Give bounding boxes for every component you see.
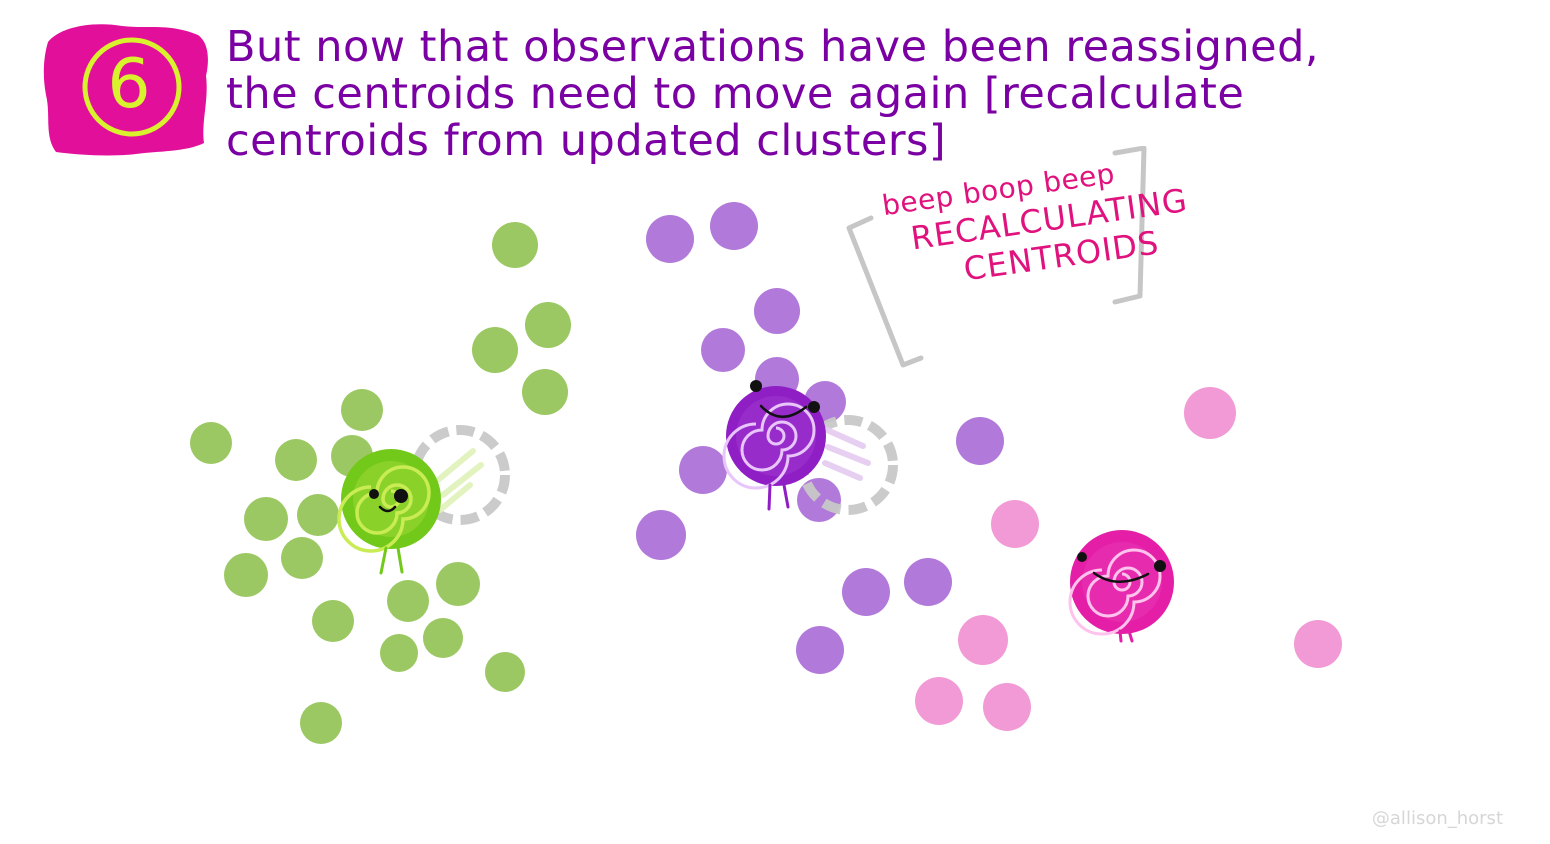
heading-line-2: the centroids need to move again [recalc… bbox=[226, 69, 1245, 119]
green-observation-point bbox=[423, 618, 463, 658]
green-observation-point bbox=[297, 494, 339, 536]
purple-observation-point bbox=[646, 215, 694, 263]
heading-line-1: But now that observations have been reas… bbox=[226, 22, 1320, 72]
pink-observation-point bbox=[983, 683, 1031, 731]
pink-observation-point bbox=[1184, 387, 1236, 439]
green-observation-point bbox=[492, 222, 538, 268]
green-motion-lines bbox=[435, 448, 484, 513]
green-observation-point bbox=[275, 439, 317, 481]
green-observation-point bbox=[244, 497, 288, 541]
green-observation-point bbox=[380, 634, 418, 672]
artist-credit: @allison_horst bbox=[1371, 808, 1503, 829]
purple-centroid bbox=[722, 380, 826, 511]
green-observation-point bbox=[312, 600, 354, 642]
left-leg-icon bbox=[767, 483, 772, 511]
smile-icon bbox=[759, 404, 808, 418]
step-number-label: 6 bbox=[107, 45, 151, 124]
green-centroid bbox=[337, 449, 441, 575]
purple-observation-point bbox=[904, 558, 952, 606]
purple-observation-point bbox=[796, 626, 844, 674]
purple-observation-point bbox=[797, 478, 841, 522]
purple-observation-point bbox=[956, 417, 1004, 465]
pink-centroid bbox=[1068, 530, 1174, 643]
green-observation-point bbox=[300, 702, 342, 744]
left-leg-icon bbox=[379, 546, 388, 575]
pink-cluster bbox=[915, 387, 1342, 731]
spiral-icon bbox=[722, 402, 816, 490]
step-heading: But now that observations have been reas… bbox=[226, 22, 1320, 166]
green-observation-point bbox=[224, 553, 268, 597]
pink-observation-point bbox=[1294, 620, 1342, 668]
smile-icon bbox=[1092, 571, 1150, 583]
green-observation-point bbox=[341, 389, 383, 431]
green-observation-point bbox=[525, 302, 571, 348]
green-observation-point bbox=[522, 369, 568, 415]
eye-icon bbox=[369, 489, 379, 499]
purple-motion-lines bbox=[822, 427, 871, 481]
right-leg-icon bbox=[1127, 629, 1134, 643]
green-observation-point bbox=[472, 327, 518, 373]
heading-line-3: centroids from updated clusters] bbox=[226, 116, 947, 166]
smile-icon bbox=[378, 505, 397, 513]
eye-icon bbox=[750, 380, 762, 392]
green-observation-point bbox=[485, 652, 525, 692]
green-observation-point bbox=[281, 537, 323, 579]
purple-observation-point bbox=[710, 202, 758, 250]
purple-observation-point bbox=[636, 510, 686, 560]
right-leg-icon bbox=[782, 483, 790, 509]
pink-observation-point bbox=[915, 677, 963, 725]
left-leg-icon bbox=[1118, 629, 1123, 643]
pink-observation-point bbox=[991, 500, 1039, 548]
green-observation-point bbox=[190, 422, 232, 464]
green-observation-point bbox=[387, 580, 429, 622]
right-leg-icon bbox=[396, 546, 404, 574]
callout-bracket bbox=[846, 146, 1147, 368]
purple-observation-point bbox=[679, 446, 727, 494]
pink-observation-point bbox=[958, 615, 1008, 665]
purple-observation-point bbox=[754, 288, 800, 334]
eye-icon bbox=[394, 489, 408, 503]
green-cluster bbox=[190, 222, 571, 744]
purple-observation-point bbox=[842, 568, 890, 616]
eye-icon bbox=[1154, 560, 1166, 572]
step-badge bbox=[43, 24, 208, 156]
eye-icon bbox=[1077, 552, 1087, 562]
purple-observation-point bbox=[701, 328, 745, 372]
purple-cluster bbox=[636, 202, 1004, 674]
eye-icon bbox=[808, 401, 820, 413]
green-observation-point bbox=[436, 562, 480, 606]
